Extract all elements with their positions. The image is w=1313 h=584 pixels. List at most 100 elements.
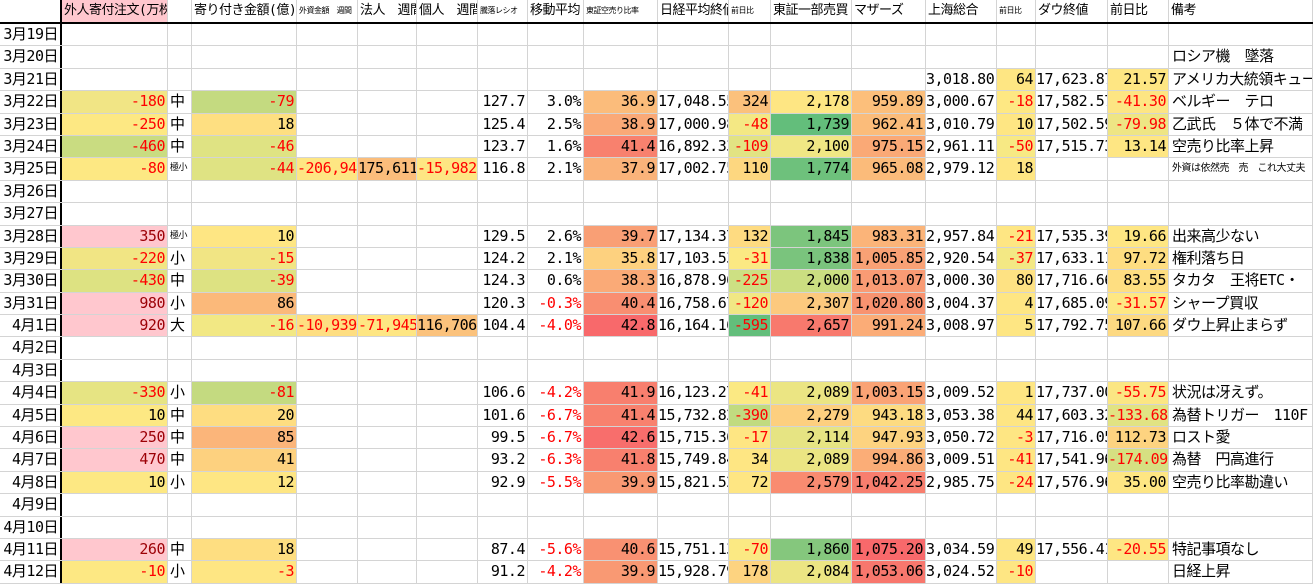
cell-moving-average[interactable]: -6.7%	[528, 427, 584, 449]
cell-dow-change[interactable]: -20.55	[1108, 538, 1169, 561]
cell-tse1-volume[interactable]: 2,279	[771, 404, 852, 427]
cell-dow-change[interactable]: 35.00	[1108, 471, 1169, 494]
cell-dow-change[interactable]: 107.66	[1108, 315, 1169, 337]
cell-shanghai-change[interactable]: 5	[997, 315, 1036, 337]
cell-size[interactable]: 中	[168, 270, 192, 292]
cell-date[interactable]: 4月7日	[0, 449, 62, 471]
cell-individual-weekly[interactable]	[417, 449, 478, 471]
cell-size[interactable]: 小	[168, 292, 192, 315]
cell-shanghai-change[interactable]: 18	[997, 158, 1036, 180]
cell-notes[interactable]	[1169, 516, 1313, 538]
cell-advance-decline-ratio[interactable]: 106.6	[478, 382, 528, 404]
cell-nikkei-close[interactable]	[658, 359, 729, 382]
cell-opening-amount[interactable]	[192, 46, 297, 68]
cell-short-sell-ratio[interactable]: 39.7	[584, 225, 658, 247]
cell-corporate-weekly[interactable]	[358, 337, 417, 359]
cell-tse1-volume[interactable]: 1,838	[771, 247, 852, 270]
cell-opening-amount[interactable]: -39	[192, 270, 297, 292]
cell-foreign-weekly[interactable]	[297, 404, 358, 427]
cell-short-sell-ratio[interactable]: 41.4	[584, 135, 658, 158]
cell-short-sell-ratio[interactable]: 37.9	[584, 158, 658, 180]
header-foreign-weekly[interactable]: 外資金額 週間	[297, 0, 358, 22]
cell-dow-change[interactable]	[1108, 561, 1169, 583]
cell-opening-amount[interactable]: 20	[192, 404, 297, 427]
cell-nikkei-close[interactable]: 16,878.96	[658, 270, 729, 292]
cell-opening-amount[interactable]: 12	[192, 471, 297, 494]
cell-notes[interactable]: アメリカ大統領キュー	[1169, 68, 1313, 91]
cell-moving-average[interactable]	[528, 46, 584, 68]
cell-shanghai[interactable]	[926, 494, 997, 516]
cell-opening-amount[interactable]: -81	[192, 382, 297, 404]
cell-corporate-weekly[interactable]	[358, 247, 417, 270]
cell-shanghai-change[interactable]: -21	[997, 225, 1036, 247]
cell-individual-weekly[interactable]	[417, 516, 478, 538]
cell-shanghai-change[interactable]	[997, 516, 1036, 538]
cell-corporate-weekly[interactable]	[358, 113, 417, 135]
cell-dow-change[interactable]	[1108, 180, 1169, 203]
cell-dow-close[interactable]: 17,716.66	[1036, 270, 1108, 292]
cell-shanghai-change[interactable]: 44	[997, 404, 1036, 427]
cell-shanghai[interactable]: 3,008.97	[926, 315, 997, 337]
cell-date[interactable]: 4月9日	[0, 494, 62, 516]
cell-tse1-volume[interactable]	[771, 359, 852, 382]
cell-notes[interactable]: 為替トリガー 110F	[1169, 404, 1313, 427]
cell-shanghai-change[interactable]: 64	[997, 68, 1036, 91]
cell-foreign-opening-orders[interactable]	[62, 68, 168, 91]
cell-notes[interactable]	[1169, 337, 1313, 359]
cell-notes[interactable]: 特記事項なし	[1169, 538, 1313, 561]
cell-corporate-weekly[interactable]	[358, 91, 417, 113]
cell-shanghai-change[interactable]: 49	[997, 538, 1036, 561]
cell-nikkei-close[interactable]: 16,164.16	[658, 315, 729, 337]
cell-dow-change[interactable]	[1108, 359, 1169, 382]
cell-nikkei-close[interactable]: 16,892.33	[658, 135, 729, 158]
cell-moving-average[interactable]: -6.7%	[528, 404, 584, 427]
cell-shanghai[interactable]	[926, 337, 997, 359]
cell-individual-weekly[interactable]	[417, 538, 478, 561]
cell-date[interactable]: 3月20日	[0, 46, 62, 68]
cell-shanghai[interactable]	[926, 24, 997, 46]
cell-foreign-weekly[interactable]	[297, 68, 358, 91]
cell-size[interactable]: 中	[168, 449, 192, 471]
cell-corporate-weekly[interactable]	[358, 46, 417, 68]
cell-nikkei-close[interactable]	[658, 516, 729, 538]
cell-notes[interactable]: シャープ買収	[1169, 292, 1313, 315]
cell-foreign-weekly[interactable]	[297, 180, 358, 203]
cell-advance-decline-ratio[interactable]	[478, 46, 528, 68]
cell-short-sell-ratio[interactable]: 41.4	[584, 404, 658, 427]
cell-date[interactable]: 4月10日	[0, 516, 62, 538]
cell-nikkei-close[interactable]: 15,751.13	[658, 538, 729, 561]
cell-mothers[interactable]	[852, 68, 926, 91]
cell-nikkei-close[interactable]: 15,732.82	[658, 404, 729, 427]
cell-foreign-opening-orders[interactable]: 10	[62, 471, 168, 494]
cell-foreign-opening-orders[interactable]	[62, 516, 168, 538]
cell-shanghai[interactable]: 3,000.30	[926, 270, 997, 292]
cell-moving-average[interactable]: -4.2%	[528, 382, 584, 404]
cell-shanghai[interactable]: 3,004.37	[926, 292, 997, 315]
cell-opening-amount[interactable]	[192, 24, 297, 46]
cell-corporate-weekly[interactable]: 175,611	[358, 158, 417, 180]
cell-individual-weekly[interactable]	[417, 46, 478, 68]
cell-mothers[interactable]: 1,053.06	[852, 561, 926, 583]
cell-shanghai[interactable]: 3,018.80	[926, 68, 997, 91]
cell-notes[interactable]: ベルギー テロ	[1169, 91, 1313, 113]
cell-date[interactable]: 4月1日	[0, 315, 62, 337]
cell-shanghai[interactable]	[926, 46, 997, 68]
cell-advance-decline-ratio[interactable]	[478, 68, 528, 91]
cell-foreign-opening-orders[interactable]	[62, 203, 168, 225]
cell-advance-decline-ratio[interactable]: 116.8	[478, 158, 528, 180]
cell-nikkei-change[interactable]: 34	[729, 449, 771, 471]
header-dow-close[interactable]: ダウ終値	[1036, 0, 1108, 22]
cell-short-sell-ratio[interactable]: 36.9	[584, 91, 658, 113]
cell-nikkei-change[interactable]: -48	[729, 113, 771, 135]
cell-nikkei-close[interactable]	[658, 180, 729, 203]
cell-tse1-volume[interactable]: 1,860	[771, 538, 852, 561]
header-mothers[interactable]: マザーズ	[852, 0, 926, 22]
cell-short-sell-ratio[interactable]: 41.9	[584, 382, 658, 404]
cell-dow-change[interactable]: 97.72	[1108, 247, 1169, 270]
cell-shanghai[interactable]: 2,920.54	[926, 247, 997, 270]
cell-date[interactable]: 4月8日	[0, 471, 62, 494]
cell-date[interactable]: 3月30日	[0, 270, 62, 292]
cell-date[interactable]: 3月22日	[0, 91, 62, 113]
cell-individual-weekly[interactable]	[417, 427, 478, 449]
header-moving-average[interactable]: 移動平均	[528, 0, 584, 22]
